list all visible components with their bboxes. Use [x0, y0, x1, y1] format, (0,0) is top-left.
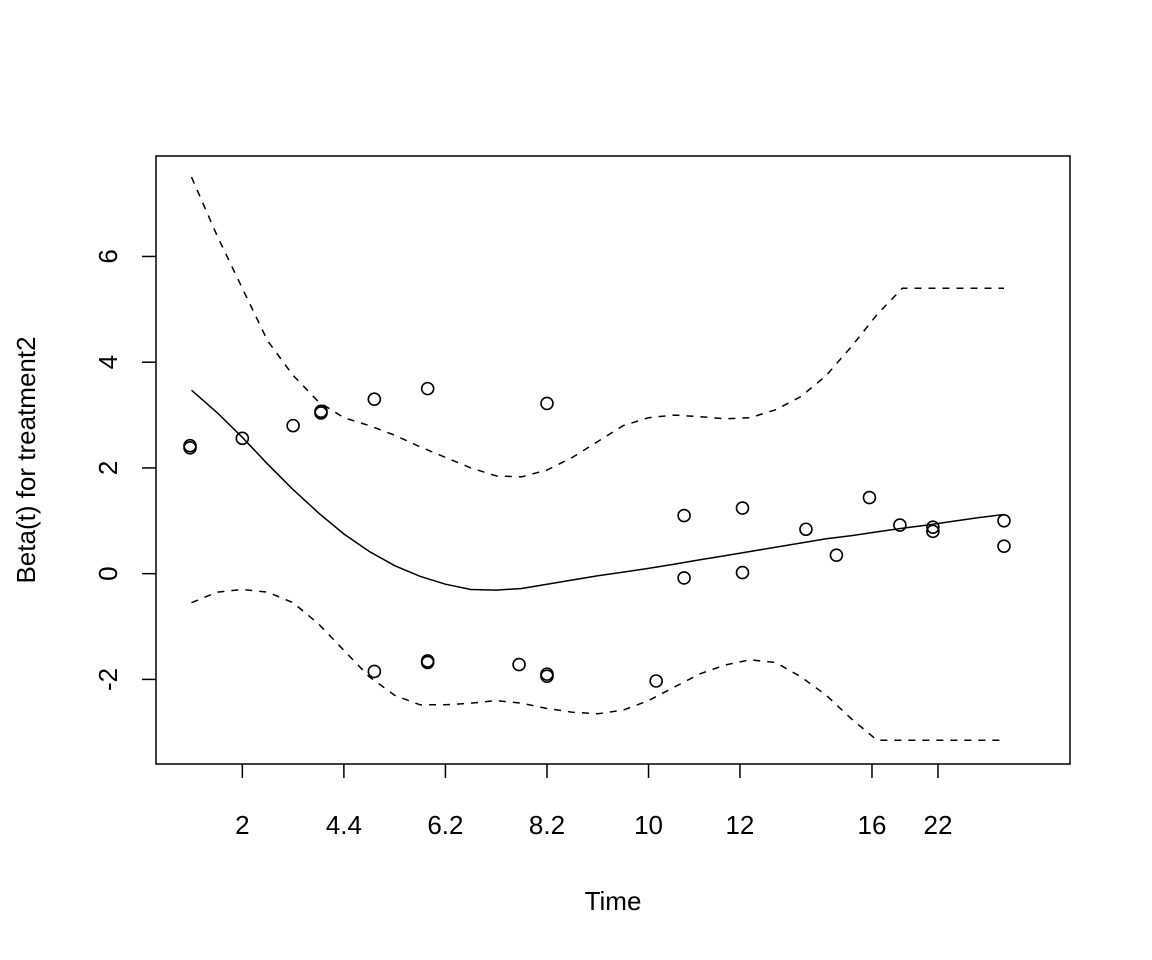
x-tick-label: 6.2: [427, 810, 463, 840]
residual-point: [677, 508, 691, 523]
y-tick-label: 4: [93, 355, 123, 369]
x-axis-label: Time: [585, 886, 642, 916]
residual-point: [829, 548, 844, 562]
y-tick-label: 6: [93, 249, 123, 263]
residual-point: [649, 674, 663, 688]
residual-point: [183, 438, 197, 453]
residual-point: [420, 381, 435, 396]
residual-point: [540, 669, 554, 684]
x-tick-label: 4.4: [326, 810, 362, 840]
residual-points: [183, 381, 1011, 688]
x-tick-label: 16: [858, 810, 887, 840]
y-tick-label: 0: [93, 566, 123, 580]
residual-point: [367, 664, 382, 679]
residual-point: [540, 396, 554, 411]
residual-point: [926, 520, 940, 534]
residual-point: [420, 655, 435, 670]
residual-point: [735, 501, 750, 515]
y-tick-label: 2: [93, 461, 123, 475]
upper-ci-line: [190, 176, 1004, 478]
y-tick-label: -2: [93, 668, 123, 691]
residual-point: [314, 404, 328, 419]
y-axis-label: Beta(t) for treatment2: [11, 336, 41, 583]
x-tick-label: 12: [725, 810, 754, 840]
x-axis: 2 4.4 6.2 8.2 10 12 16 22: [235, 764, 952, 840]
x-tick-label: 22: [924, 810, 953, 840]
x-tick-label: 2: [235, 810, 249, 840]
plot-frame: [155, 155, 1071, 765]
beta-fit-line: [191, 389, 1005, 591]
residual-point: [926, 524, 940, 539]
residual-point: [735, 565, 750, 580]
residual-point: [235, 431, 250, 446]
residual-point: [367, 392, 382, 407]
residual-point: [997, 513, 1011, 528]
residual-point: [286, 418, 300, 433]
residual-point: [677, 571, 691, 585]
fit-lines: [190, 176, 1005, 741]
residual-point: [512, 657, 526, 672]
x-tick-label: 10: [634, 810, 663, 840]
lower-ci-line: [191, 588, 1004, 741]
y-axis: -2 0 2 4 6: [93, 249, 156, 691]
residual-point: [799, 522, 813, 537]
residual-point: [997, 539, 1011, 553]
residual-point: [862, 490, 877, 505]
x-tick-label: 8.2: [529, 810, 565, 840]
residual-point: [893, 518, 907, 532]
